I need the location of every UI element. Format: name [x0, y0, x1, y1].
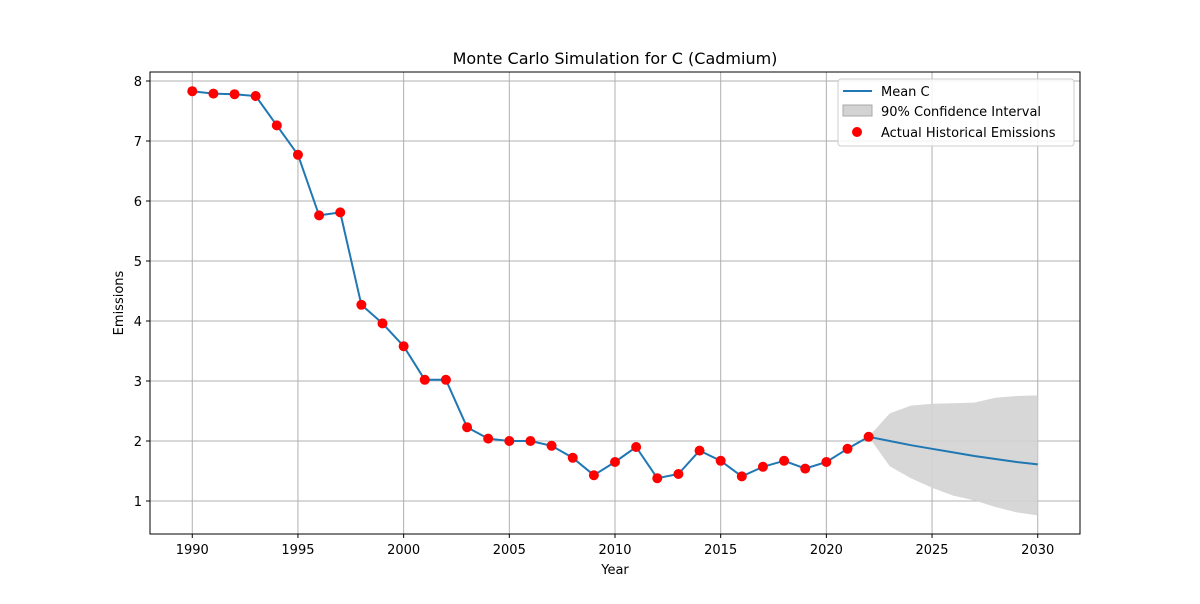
actual-emission-point — [800, 463, 811, 474]
actual-emission-point — [610, 457, 620, 467]
actual-emission-point — [525, 436, 536, 446]
actual-emission-point — [335, 207, 346, 218]
actual-points-layer — [187, 86, 874, 484]
chart-title: Monte Carlo Simulation for C (Cadmium) — [453, 49, 778, 68]
legend-label-confidence: 90% Confidence Interval — [881, 105, 1041, 120]
y-tick-label: 7 — [134, 135, 142, 150]
y-tick-label: 3 — [134, 375, 142, 390]
actual-emission-point — [842, 443, 853, 454]
actual-emission-point — [736, 471, 747, 482]
y-axis-label: Emissions — [112, 270, 127, 335]
actual-emission-point — [187, 86, 198, 97]
legend-box — [837, 78, 1075, 147]
actual-emission-point — [631, 442, 642, 452]
y-tick-label: 6 — [134, 195, 142, 210]
actual-emission-point — [250, 91, 261, 101]
actual-emission-point — [398, 341, 409, 352]
legend-label-mean: Mean C — [881, 85, 930, 100]
actual-emission-point — [863, 431, 874, 442]
y-tick-label: 5 — [134, 255, 142, 270]
actual-emission-point — [588, 470, 599, 481]
y-tick-label: 4 — [134, 315, 142, 330]
legend-label-actual: Actual Historical Emissions — [881, 126, 1056, 141]
actual-emission-point — [779, 455, 790, 466]
actual-emission-point — [567, 452, 578, 463]
actual-emission-point — [757, 461, 768, 472]
actual-emission-point — [440, 374, 451, 385]
x-tick-label: 2005 — [493, 543, 526, 558]
axis-ticks: 1990 1995 2000 2005 2010 2015 2020 2025 2030 1 2 3 4… — [134, 75, 1055, 558]
x-tick-label: 2000 — [387, 543, 420, 558]
confidence-band-area — [868, 395, 1038, 516]
actual-emission-point — [652, 473, 663, 484]
actual-emission-point — [483, 433, 494, 444]
actual-emission-point — [314, 210, 325, 221]
actual-emission-point — [292, 149, 303, 160]
actual-emission-point — [546, 440, 557, 451]
actual-emission-point — [208, 88, 219, 99]
actual-emission-point — [229, 89, 240, 100]
x-tick-label: 2015 — [704, 543, 737, 558]
actual-emission-point — [356, 299, 367, 310]
y-tick-label: 8 — [134, 75, 142, 90]
y-tick-label: 2 — [134, 435, 142, 450]
actual-emission-point — [715, 455, 726, 466]
x-axis-label: Year — [600, 563, 629, 578]
actual-emission-point — [821, 457, 832, 467]
actual-emission-point — [462, 422, 473, 433]
x-tick-label: 2020 — [810, 543, 843, 558]
legend-swatch-actual-points — [852, 127, 862, 137]
legend-swatch-confidence-band — [842, 104, 873, 117]
legend: Mean C 90% Confidence Interval Actual Hi… — [837, 78, 1075, 147]
actual-emission-point — [271, 120, 282, 131]
actual-emission-point — [673, 469, 684, 479]
y-tick-label: 1 — [134, 495, 142, 510]
actual-emission-point — [419, 374, 430, 385]
actual-emission-point — [694, 445, 705, 456]
actual-emission-point — [504, 436, 515, 446]
x-tick-label: 2010 — [598, 543, 631, 558]
x-tick-label: 1995 — [281, 543, 314, 558]
x-tick-label: 1990 — [176, 543, 209, 558]
actual-emission-point — [377, 318, 388, 329]
confidence-band-layer — [868, 395, 1038, 516]
x-tick-label: 2025 — [915, 543, 948, 558]
x-tick-label: 2030 — [1021, 543, 1054, 558]
